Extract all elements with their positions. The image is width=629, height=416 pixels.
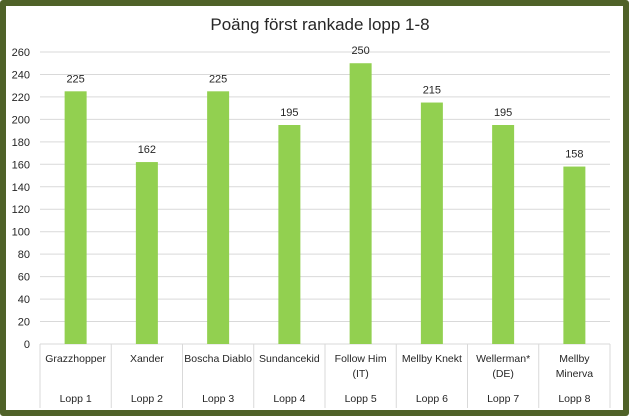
bar bbox=[563, 166, 586, 344]
x-category-label: (IT) bbox=[352, 368, 368, 380]
bar bbox=[278, 125, 301, 344]
bar bbox=[492, 125, 515, 344]
y-tick-label: 60 bbox=[18, 272, 30, 284]
x-group-label: Lopp 6 bbox=[416, 393, 448, 405]
data-label: 215 bbox=[423, 85, 441, 97]
data-label: 225 bbox=[66, 73, 84, 85]
x-group-label: Lopp 4 bbox=[273, 393, 305, 405]
y-tick-label: 160 bbox=[12, 159, 30, 171]
y-tick-label: 120 bbox=[12, 204, 30, 216]
data-label: 225 bbox=[209, 73, 227, 85]
x-category-label: Boscha Diablo bbox=[184, 353, 252, 365]
x-category-label: Wellerman* bbox=[476, 353, 530, 365]
bar bbox=[64, 91, 87, 344]
y-tick-label: 0 bbox=[24, 339, 30, 351]
data-label: 250 bbox=[351, 45, 369, 57]
y-tick-label: 100 bbox=[12, 227, 30, 239]
data-label: 195 bbox=[494, 107, 512, 119]
x-category-label: Grazzhopper bbox=[45, 353, 106, 365]
data-label: 162 bbox=[138, 144, 156, 156]
y-tick-label: 240 bbox=[12, 69, 30, 81]
y-tick-label: 140 bbox=[12, 182, 30, 194]
bar bbox=[207, 91, 230, 344]
y-tick-label: 80 bbox=[18, 249, 30, 261]
x-category-label: Mellby Knekt bbox=[402, 353, 462, 365]
y-tick-label: 220 bbox=[12, 92, 30, 104]
data-label: 158 bbox=[565, 149, 583, 161]
x-category-label: Mellby bbox=[559, 353, 590, 365]
x-category-label: Sundancekid bbox=[259, 353, 320, 365]
x-group-label: Lopp 1 bbox=[60, 393, 92, 405]
y-tick-label: 260 bbox=[12, 47, 30, 59]
x-category-label: Follow Him bbox=[335, 353, 387, 365]
x-group-label: Lopp 7 bbox=[487, 393, 519, 405]
x-category-label: (DE) bbox=[492, 368, 514, 380]
y-tick-label: 40 bbox=[18, 294, 30, 306]
bar bbox=[420, 102, 443, 345]
y-tick-label: 180 bbox=[12, 137, 30, 149]
x-category-label: Xander bbox=[130, 353, 164, 365]
bar bbox=[135, 162, 158, 344]
y-tick-label: 200 bbox=[12, 114, 30, 126]
x-category-label: Minerva bbox=[556, 368, 594, 380]
x-group-label: Lopp 3 bbox=[202, 393, 234, 405]
x-group-label: Lopp 5 bbox=[345, 393, 377, 405]
y-tick-label: 20 bbox=[18, 317, 30, 329]
bar bbox=[349, 63, 372, 344]
x-group-label: Lopp 8 bbox=[558, 393, 590, 405]
data-label: 195 bbox=[280, 107, 298, 119]
x-group-label: Lopp 2 bbox=[131, 393, 163, 405]
chart-title: Poäng först rankade lopp 1-8 bbox=[210, 15, 429, 34]
